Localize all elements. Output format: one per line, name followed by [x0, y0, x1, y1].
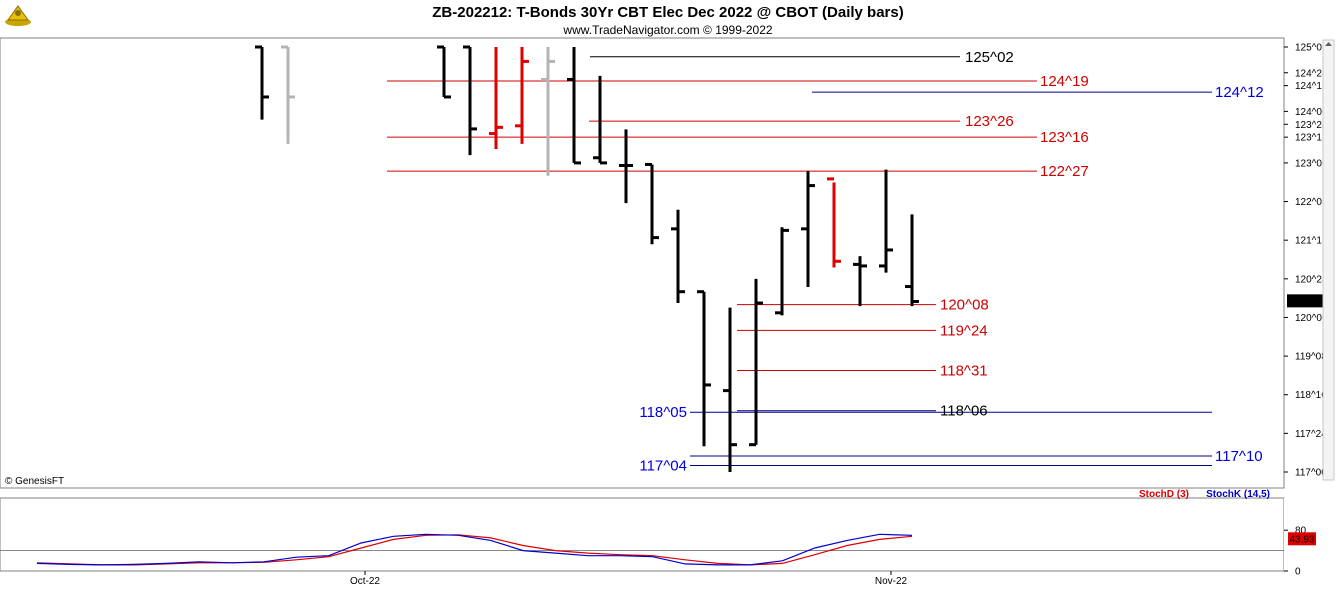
time-tick-label: Nov-22	[875, 576, 908, 587]
price-bar	[281, 45, 295, 144]
price-bar	[879, 169, 893, 273]
price-bar	[463, 45, 477, 156]
price-bar	[593, 75, 607, 165]
price-bar	[749, 278, 763, 447]
level-label: 118^05	[639, 404, 687, 421]
time-axis: Oct-22 Nov-22	[350, 571, 908, 587]
price-tick-label: 117^24	[1295, 429, 1327, 440]
stoch-tick-label: 80	[1295, 526, 1307, 537]
chart-subtitle: www.TradeNavigator.com © 1999-2022	[562, 23, 772, 37]
level-label: 124^12	[1215, 84, 1264, 101]
stoch-k-line	[36, 533, 913, 566]
stoch-value-marker: 43.93	[1288, 532, 1316, 546]
stochastic-pane	[0, 497, 1285, 572]
stoch-k-legend: StochK (14,5)	[1206, 489, 1270, 500]
level-label: 122^27	[1040, 163, 1089, 180]
level-label: 120^08	[940, 297, 989, 314]
level-label: 125^02	[965, 49, 1014, 66]
price-bar	[905, 214, 919, 307]
chart-title: ZB-202212: T-Bonds 30Yr CBT Elec Dec 202…	[432, 4, 903, 21]
price-bar	[515, 47, 529, 144]
price-bar	[775, 227, 789, 316]
price-tick-label: 121^16	[1295, 236, 1328, 247]
price-tick-label: 118^16	[1295, 390, 1327, 401]
last-price-label: 120^10	[1291, 297, 1324, 308]
price-tick-label: 120^00	[1295, 313, 1328, 324]
copyright-label: © GenesisFT	[5, 476, 64, 487]
level-label: 117^04	[639, 458, 687, 475]
price-bar	[801, 171, 815, 288]
price-tick-label: 124^16	[1295, 81, 1328, 92]
level-label: 118^06	[940, 403, 988, 420]
price-tick-label: 123^16	[1295, 133, 1328, 144]
price-tick-label: 123^00	[1295, 158, 1328, 169]
price-tick-label: 117^00	[1295, 468, 1327, 479]
level-label: 119^24	[940, 322, 988, 339]
price-tick-label: 119^08	[1295, 352, 1327, 363]
scroll-up-icon[interactable]	[1325, 42, 1332, 46]
price-bar	[723, 307, 737, 472]
stoch-d-legend: StochD (3)	[1139, 489, 1189, 500]
price-tick-label: 124^00	[1295, 107, 1328, 118]
price-bar	[697, 290, 711, 447]
price-bar	[645, 162, 659, 245]
price-bar	[567, 47, 581, 165]
price-bar	[827, 177, 841, 268]
stoch-tick-label: 0	[1295, 567, 1301, 578]
level-label: 124^19	[1040, 73, 1089, 90]
price-bars	[255, 45, 919, 472]
price-bar	[671, 209, 685, 304]
stochastic-axis-ticks: 80 0	[1284, 526, 1307, 578]
level-label: 118^31	[940, 363, 988, 380]
price-bar	[619, 129, 633, 204]
price-bar	[255, 45, 269, 120]
stoch-d-line	[36, 534, 913, 566]
price-bar	[541, 47, 555, 176]
support-resistance-levels: 125^02 124^19 124^12 123^26 123^16 122^27 120^…	[387, 49, 1264, 475]
price-tick-label: 124^24	[1295, 68, 1328, 79]
price-tick-label: 122^08	[1295, 197, 1328, 208]
price-axis-ticks: 125^08 124^24 124^16 124^00 123^24 123^16 123^…	[1284, 43, 1328, 479]
level-label: 123^26	[965, 113, 1014, 130]
time-tick-label: Oct-22	[350, 576, 380, 587]
level-label: 123^16	[1040, 129, 1089, 146]
last-price-marker: 120^10	[1287, 294, 1327, 308]
price-pane	[0, 37, 1285, 489]
stoch-value-label: 43.93	[1289, 534, 1314, 545]
price-scrollbar[interactable]	[1322, 39, 1335, 481]
level-label: 117^10	[1215, 448, 1263, 465]
price-bar	[853, 256, 867, 307]
price-bar	[489, 47, 503, 149]
price-bar	[437, 45, 451, 99]
price-tick-label: 123^24	[1295, 120, 1328, 131]
price-tick-label: 125^08	[1295, 43, 1328, 54]
price-tick-label: 120^24	[1295, 274, 1328, 285]
logo-icon	[5, 5, 31, 26]
